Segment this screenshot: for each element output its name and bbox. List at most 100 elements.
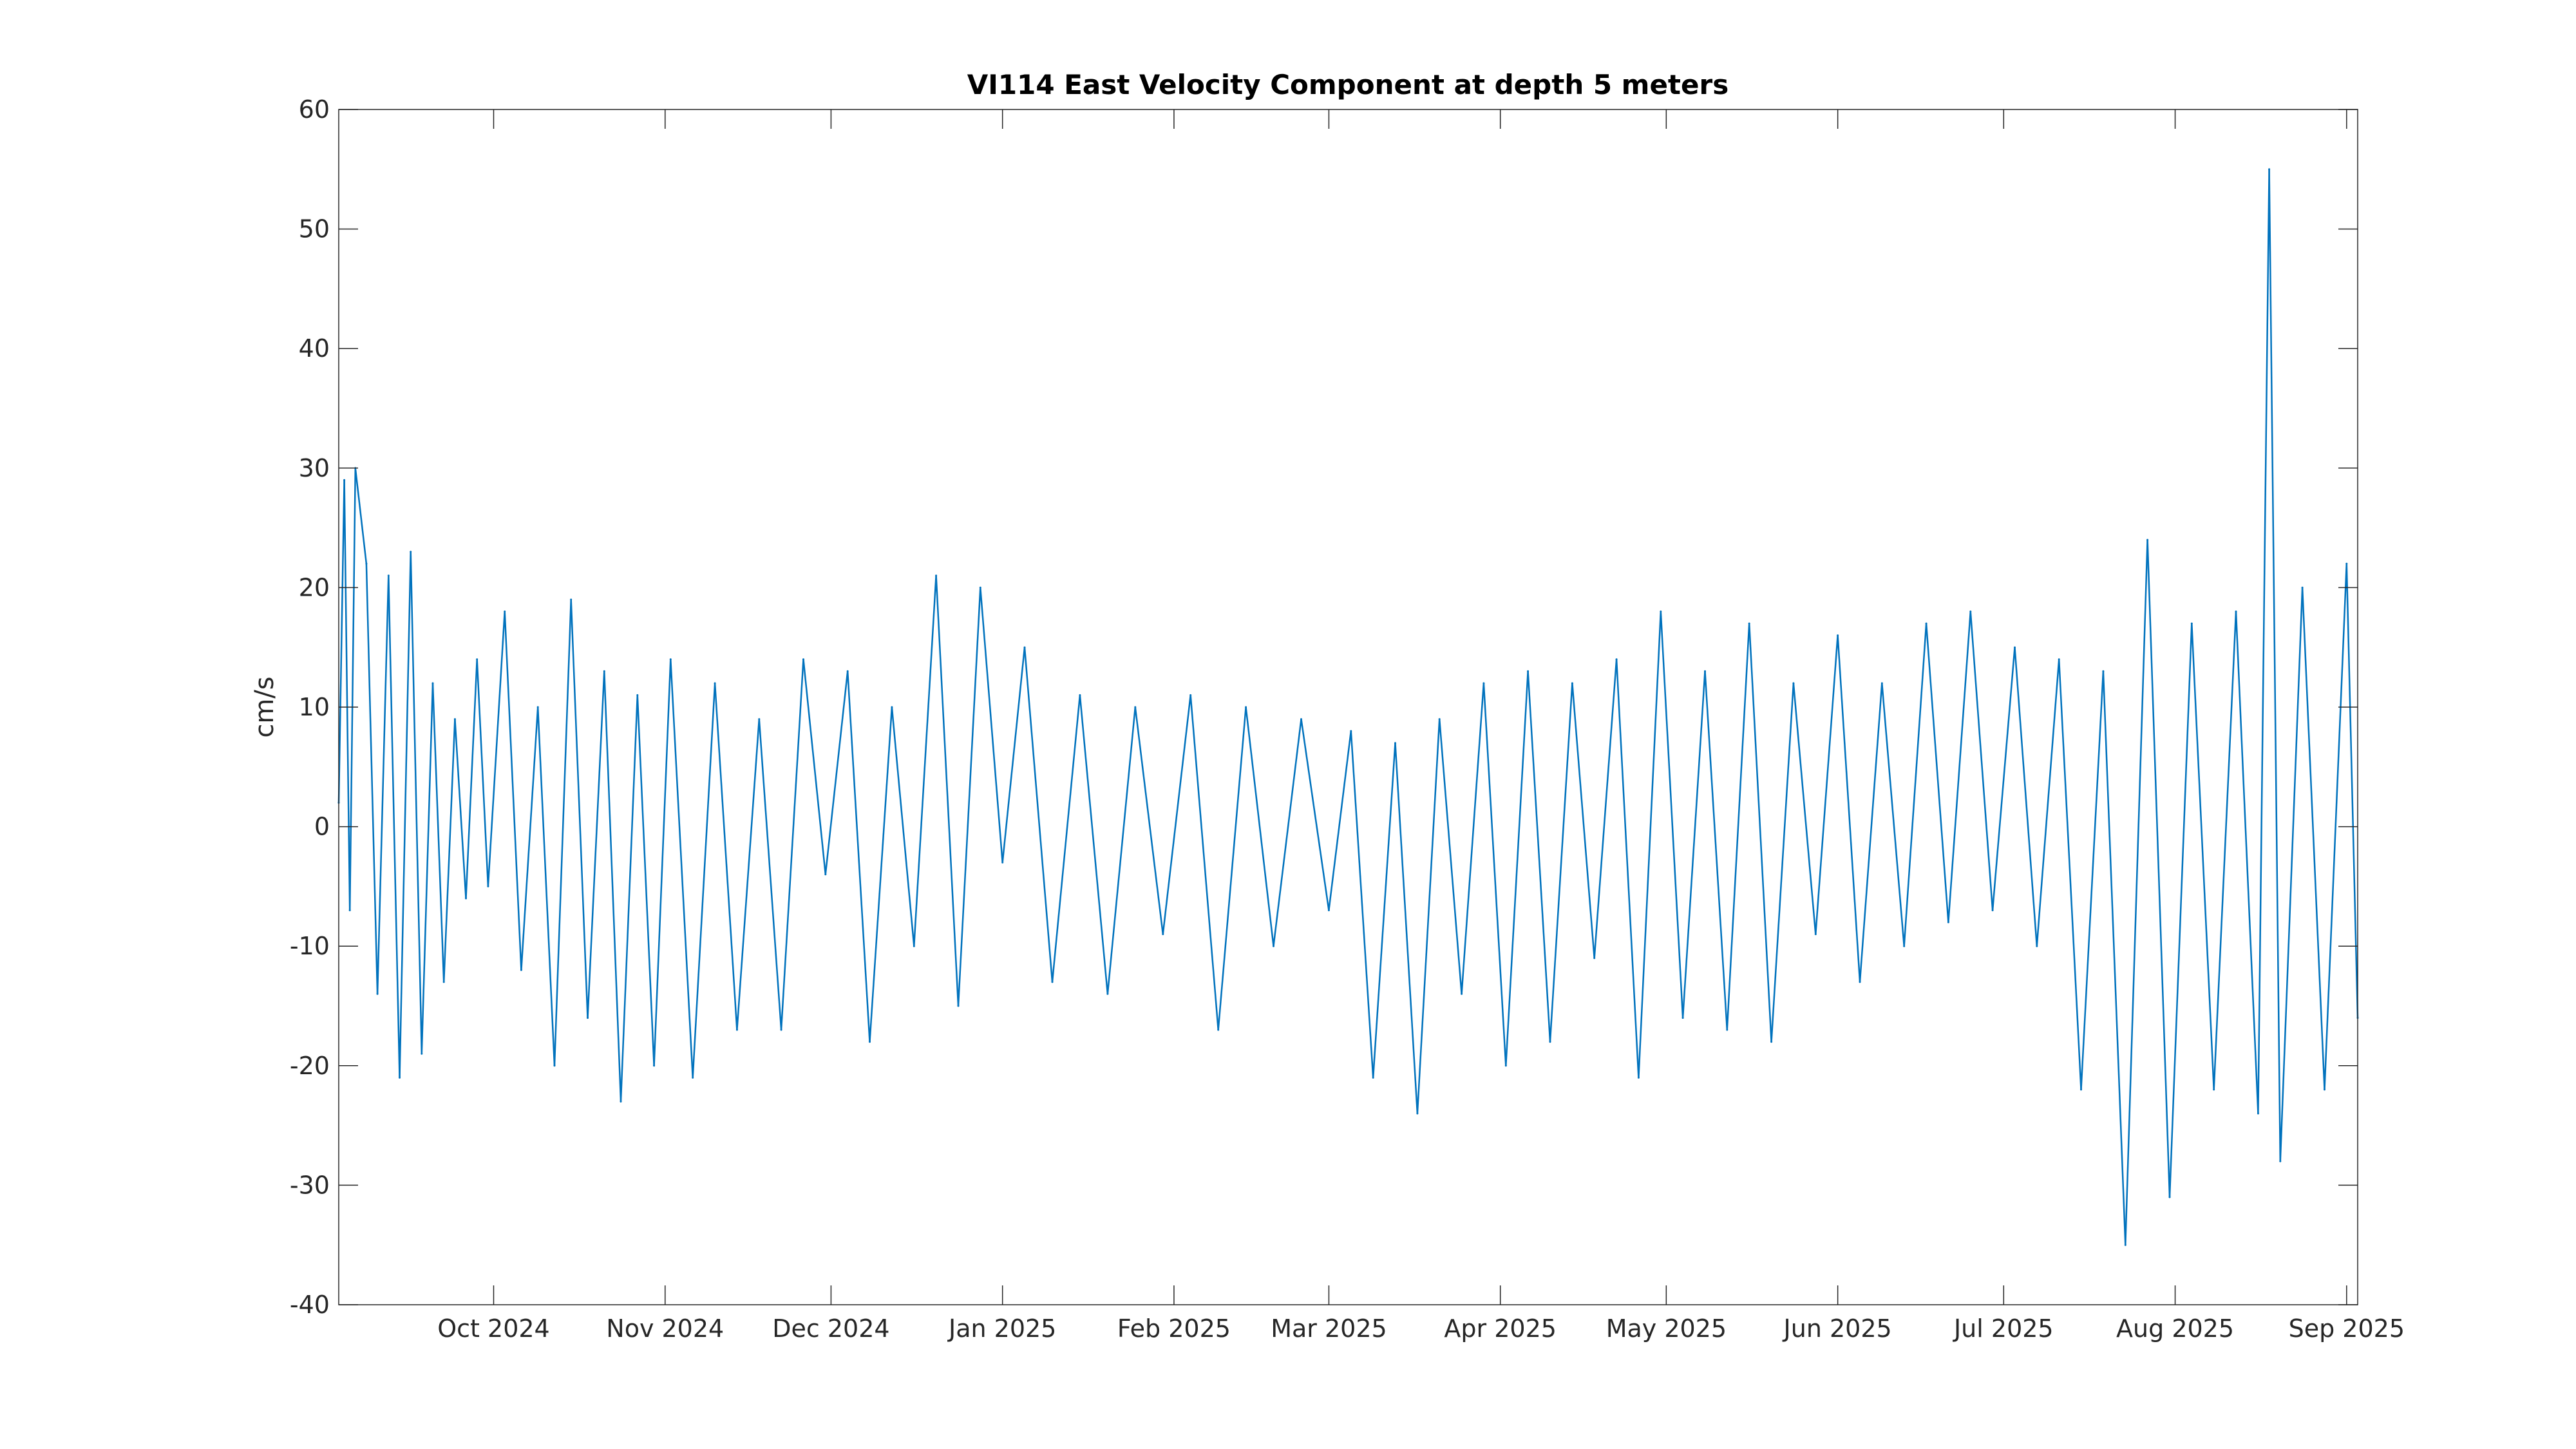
series-point (2102, 670, 2105, 672)
series-segment (653, 659, 672, 1066)
series-point (1859, 981, 1861, 983)
series-segment (636, 695, 655, 1066)
series-point (603, 670, 605, 672)
series-segment (487, 611, 506, 887)
series-point (1350, 730, 1352, 732)
x-tick-label: Jan 2025 (947, 1314, 1056, 1343)
series-segment (1134, 706, 1164, 934)
series-point (2146, 538, 2149, 541)
series-segment (388, 575, 401, 1078)
series-point (587, 1017, 589, 1019)
x-tick-label: Nov 2024 (606, 1314, 724, 1343)
series-point (1504, 1065, 1507, 1067)
series-segment (1615, 659, 1640, 1078)
series-point (1969, 611, 1972, 612)
series-segment (1300, 719, 1330, 911)
series-segment (1505, 671, 1529, 1066)
series-segment (410, 551, 423, 1054)
series-segment (2301, 587, 2325, 1090)
series-segment (1549, 683, 1573, 1042)
series-segment (1527, 671, 1551, 1042)
series-point (1991, 909, 1994, 911)
series-segment (343, 480, 351, 911)
y-tick-label: -20 (290, 1052, 330, 1080)
series-point (1615, 658, 1618, 661)
series-point (780, 1028, 782, 1031)
series-segment (2257, 169, 2270, 1114)
series-segment (846, 671, 871, 1042)
series-point (1162, 933, 1164, 936)
series-segment (1991, 647, 2016, 911)
series-segment (1837, 635, 1861, 982)
x-tick-label: Dec 2024 (772, 1314, 889, 1343)
series-point (2213, 1088, 2215, 1091)
series-segment (399, 551, 412, 1078)
series-point (1273, 945, 1274, 947)
series-segment (570, 599, 589, 1018)
series-point (1217, 1028, 1220, 1031)
series-segment (1947, 611, 1972, 923)
y-tick-label: 50 (299, 215, 330, 243)
series-point (2124, 1244, 2126, 1246)
series-point (2168, 1196, 2171, 1198)
series-point (1051, 981, 1054, 983)
series-segment (421, 683, 434, 1054)
series-point (1880, 682, 1883, 685)
series-point (2257, 1112, 2259, 1115)
series-segment (957, 587, 981, 1007)
series-point (802, 658, 804, 661)
series-segment (2014, 647, 2038, 947)
series-segment (913, 575, 937, 947)
series-point (1660, 611, 1662, 612)
series-segment (1079, 695, 1109, 994)
series-segment (2168, 623, 2193, 1198)
series-point (869, 1041, 871, 1043)
series-segment (348, 468, 357, 911)
y-tick-label: 60 (299, 95, 330, 124)
series-point (1438, 718, 1441, 721)
series-point (1903, 945, 1906, 947)
x-axis-tick-labels: Oct 2024 Nov 2024 Dec 2024 Jan 2025 Feb 2025… (437, 1314, 2405, 1343)
series-point (1106, 992, 1109, 995)
series-point (1189, 694, 1192, 696)
series-segment (465, 659, 478, 899)
series-segment (2125, 540, 2148, 1245)
series-point (1814, 933, 1817, 936)
series-point (714, 682, 716, 685)
series-segment (520, 706, 539, 971)
series-point (442, 981, 445, 983)
series-point (553, 1065, 556, 1067)
series-segment (2345, 564, 2359, 1018)
series-point (520, 969, 522, 971)
plot-frame (338, 109, 2358, 1305)
series-point (1925, 622, 1927, 625)
series-point (343, 478, 346, 481)
series-segment (1638, 611, 1662, 1078)
series-segment (476, 659, 489, 887)
series-point (570, 598, 573, 601)
series-point (846, 670, 849, 672)
series-point (1726, 1028, 1728, 1031)
series-point (365, 562, 368, 565)
series-point (636, 694, 639, 696)
series-segment (1660, 611, 1684, 1018)
series-segment (1372, 743, 1396, 1078)
series-point (1837, 634, 1839, 637)
series-segment (354, 468, 368, 564)
series-point (421, 1052, 423, 1055)
series-segment (1394, 743, 1419, 1114)
y-tick-label: -10 (290, 932, 330, 960)
series-point (2324, 1088, 2325, 1091)
series-point (1245, 706, 1247, 708)
series-segment (504, 611, 522, 971)
series-point (348, 909, 351, 911)
y-tick-label: 0 (314, 813, 330, 841)
series-segment (1881, 683, 1905, 947)
series-point (891, 706, 893, 708)
series-segment (2036, 659, 2060, 947)
series-segment (1770, 683, 1795, 1042)
series-point (1461, 992, 1463, 995)
series-segment (824, 671, 849, 875)
series-point (1748, 622, 1750, 625)
series-segment (2102, 671, 2126, 1245)
